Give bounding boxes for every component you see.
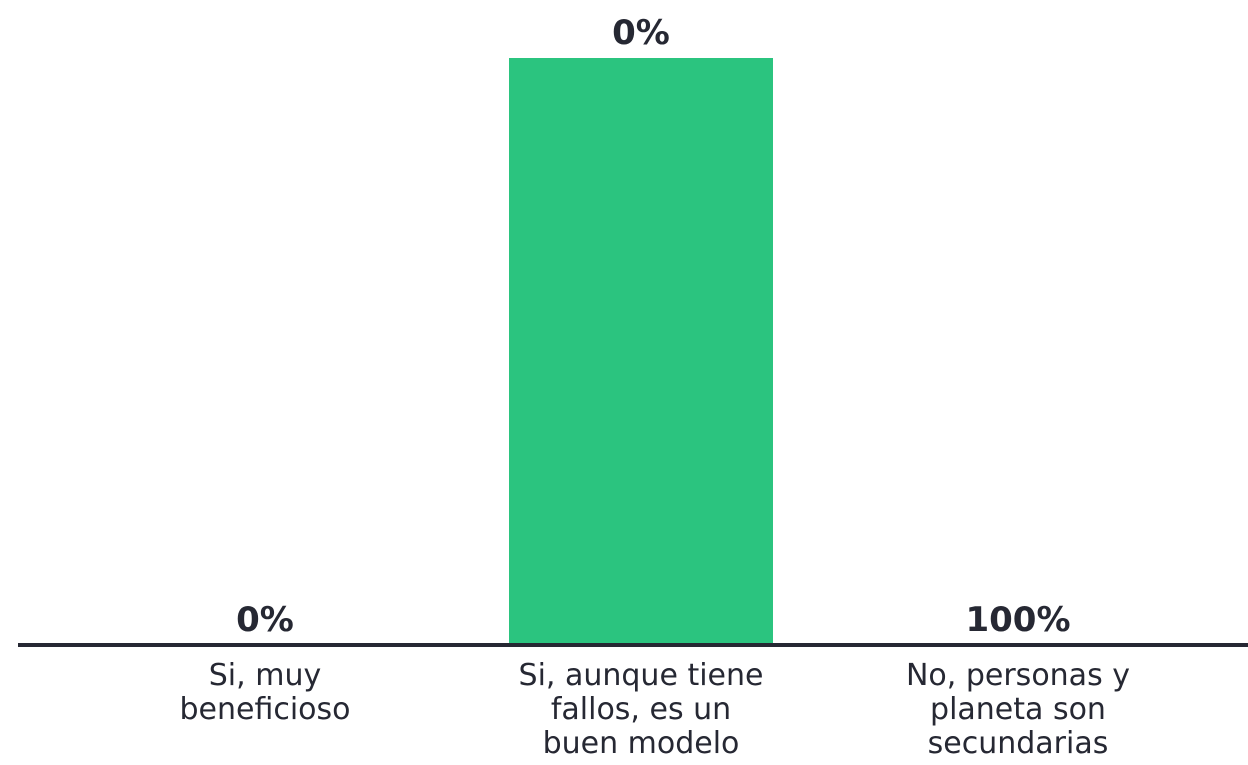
- category-label-2: Si, aunque tiene fallos, es un buen modelo: [519, 658, 764, 761]
- category-label-2-line-3: buen modelo: [543, 726, 740, 761]
- category-label-3-line-2: planeta son: [930, 692, 1106, 727]
- category-label-3: No, personas y planeta son secundarias: [906, 658, 1130, 761]
- category-label-1-line-1: Si, muy: [209, 658, 321, 693]
- category-label-3-line-1: No, personas y: [906, 658, 1130, 693]
- value-label-3: 100%: [965, 600, 1070, 640]
- value-label-2: 0%: [612, 13, 670, 53]
- bar-2: [509, 58, 773, 645]
- bars-group: [509, 58, 773, 645]
- category-label-1: Si, muy beneficioso: [179, 658, 350, 727]
- category-label-1-line-2: beneficioso: [179, 692, 350, 727]
- category-label-2-line-2: fallos, es un: [551, 692, 731, 727]
- value-label-1: 0%: [236, 600, 294, 640]
- category-label-2-line-1: Si, aunque tiene: [519, 658, 764, 693]
- category-labels-group: Si, muy beneficioso Si, aunque tiene fallos…: [179, 658, 1130, 761]
- category-label-3-line-3: secundarias: [928, 726, 1109, 761]
- value-labels-group: 0% 0% 100%: [236, 13, 1070, 640]
